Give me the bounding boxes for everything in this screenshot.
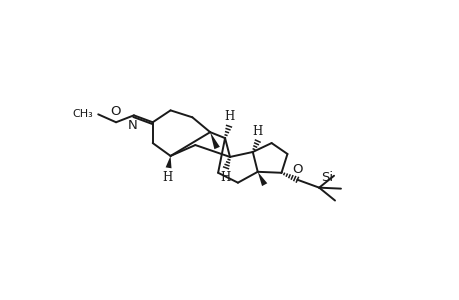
Polygon shape xyxy=(257,172,267,186)
Text: H: H xyxy=(252,125,262,138)
Text: Si: Si xyxy=(320,171,333,184)
Text: H: H xyxy=(219,171,230,184)
Text: H: H xyxy=(224,110,234,123)
Text: O: O xyxy=(110,105,120,118)
Text: H: H xyxy=(162,171,172,184)
Polygon shape xyxy=(165,156,171,168)
Text: O: O xyxy=(291,163,302,176)
Polygon shape xyxy=(210,132,219,149)
Text: N: N xyxy=(128,119,138,132)
Text: CH₃: CH₃ xyxy=(73,109,93,119)
